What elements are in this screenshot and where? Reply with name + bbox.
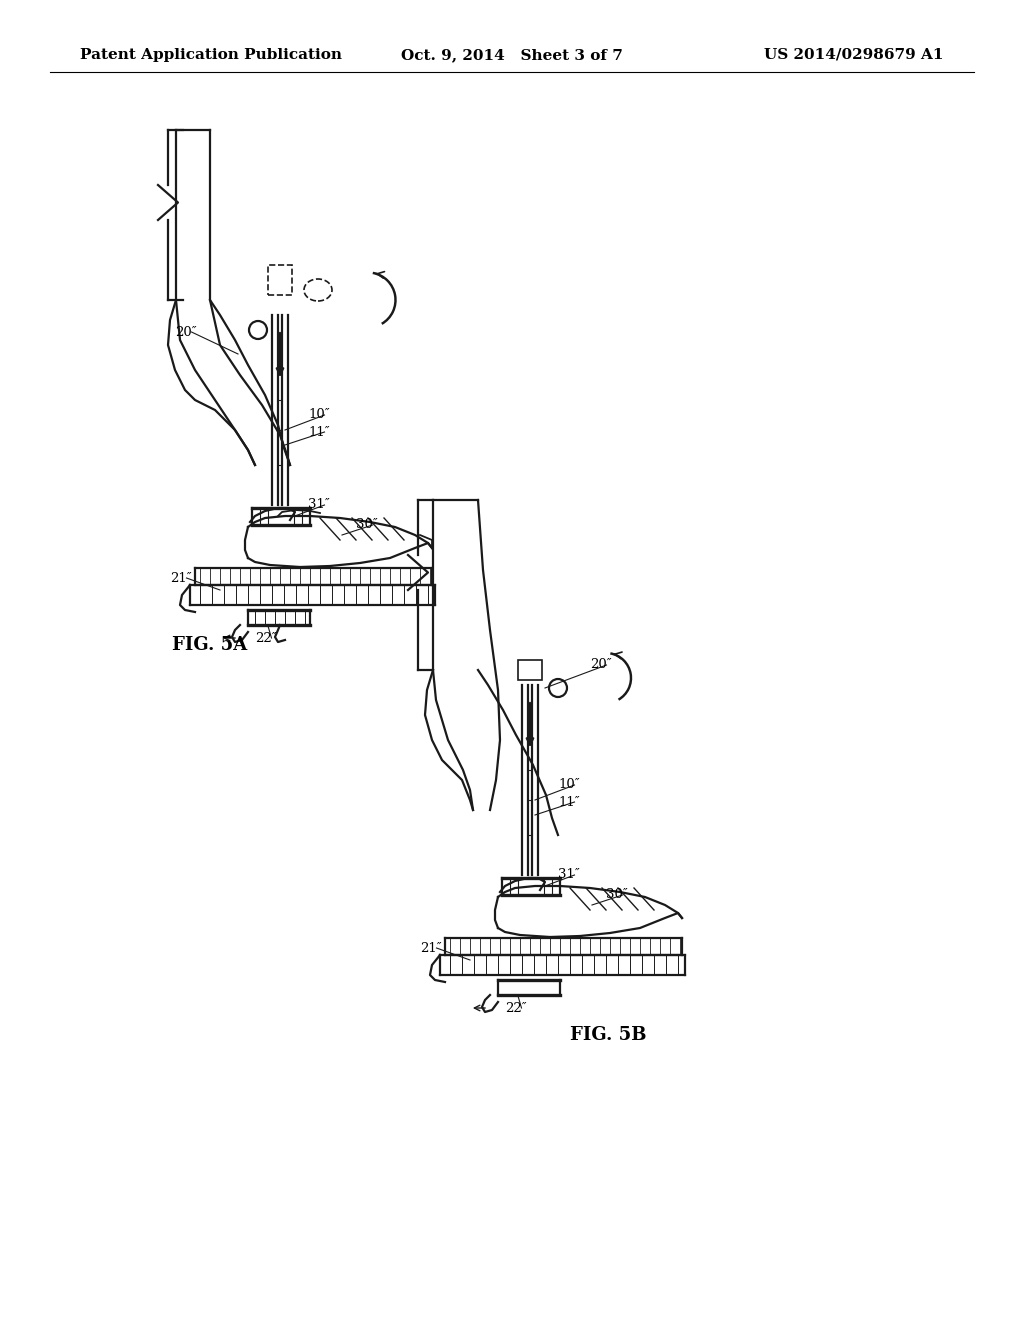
- Circle shape: [249, 321, 267, 339]
- Text: US 2014/0298679 A1: US 2014/0298679 A1: [765, 48, 944, 62]
- Text: 31″: 31″: [308, 499, 330, 511]
- Circle shape: [549, 678, 567, 697]
- Bar: [518, 660, 542, 680]
- Text: 21″: 21″: [420, 941, 441, 954]
- Bar: [268, 265, 292, 294]
- Text: 22″: 22″: [505, 1002, 526, 1015]
- Text: Patent Application Publication: Patent Application Publication: [80, 48, 342, 62]
- Text: 31″: 31″: [558, 869, 580, 882]
- Text: 10″: 10″: [308, 408, 330, 421]
- Text: 10″: 10″: [558, 779, 580, 792]
- Text: 11″: 11″: [308, 425, 330, 438]
- Text: 22″: 22″: [255, 631, 276, 644]
- Text: 30″: 30″: [356, 519, 378, 532]
- Text: 20″: 20″: [175, 326, 197, 338]
- Text: Oct. 9, 2014   Sheet 3 of 7: Oct. 9, 2014 Sheet 3 of 7: [401, 48, 623, 62]
- Text: 21″: 21″: [170, 572, 191, 585]
- Text: 30″: 30″: [606, 888, 628, 902]
- Text: FIG. 5B: FIG. 5B: [569, 1026, 646, 1044]
- Text: 20″: 20″: [590, 659, 611, 672]
- Text: FIG. 5A: FIG. 5A: [172, 636, 248, 653]
- Text: 11″: 11″: [558, 796, 580, 808]
